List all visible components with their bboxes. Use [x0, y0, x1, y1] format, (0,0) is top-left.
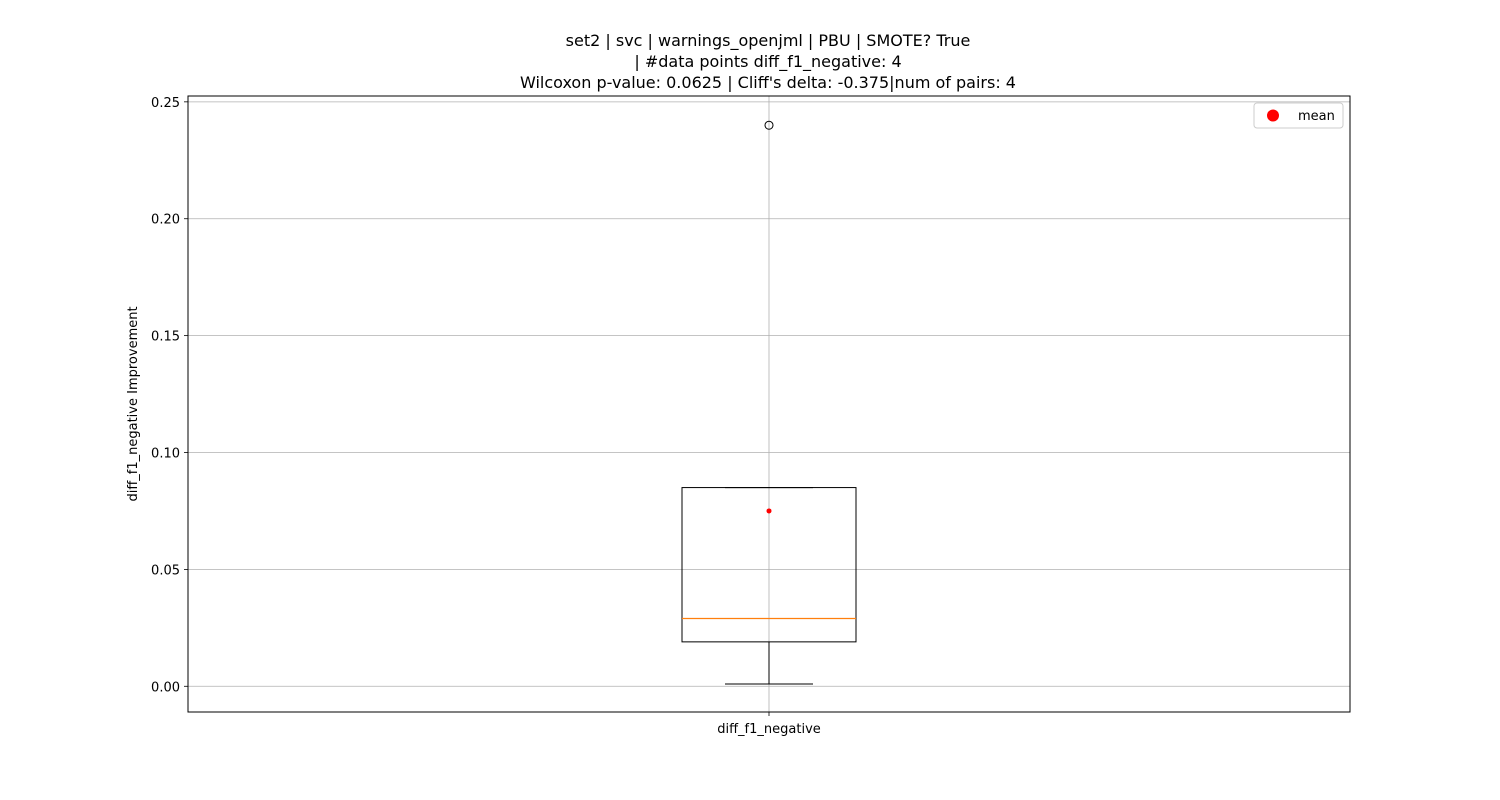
box-iqr	[681, 487, 857, 643]
legend-label: mean	[1298, 109, 1335, 124]
chart-title-line: Wilcoxon p-value: 0.0625 | Cliff's delta…	[520, 73, 1016, 92]
outlier-point	[764, 120, 774, 130]
x-axis-ticks: diff_f1_negative	[717, 712, 821, 737]
y-tick-label: 0.25	[151, 96, 180, 111]
y-axis-label: diff_f1_negative Improvement	[126, 306, 141, 501]
y-tick-label: 0.00	[151, 680, 180, 695]
y-tick-label: 0.20	[151, 213, 180, 228]
y-tick-label: 0.15	[151, 330, 180, 345]
grid-lines	[188, 96, 1350, 712]
chart-title-line: | #data points diff_f1_negative: 4	[634, 52, 901, 72]
y-axis-ticks: 0.00 0.05 0.10 0.15 0.20 0.25	[151, 96, 188, 695]
chart-title: set2 | svc | warnings_openjml | PBU | SM…	[520, 31, 1016, 92]
y-tick-label: 0.10	[151, 447, 180, 462]
legend: mean	[1253, 102, 1344, 129]
legend-box	[1253, 102, 1344, 129]
chart-title-line: set2 | svc | warnings_openjml | PBU | SM…	[566, 31, 971, 51]
legend-mean-marker	[1267, 109, 1279, 122]
x-tick-label: diff_f1_negative	[717, 722, 821, 737]
y-tick-label: 0.05	[151, 563, 180, 578]
box-group	[681, 120, 857, 685]
mean-marker	[766, 508, 772, 514]
